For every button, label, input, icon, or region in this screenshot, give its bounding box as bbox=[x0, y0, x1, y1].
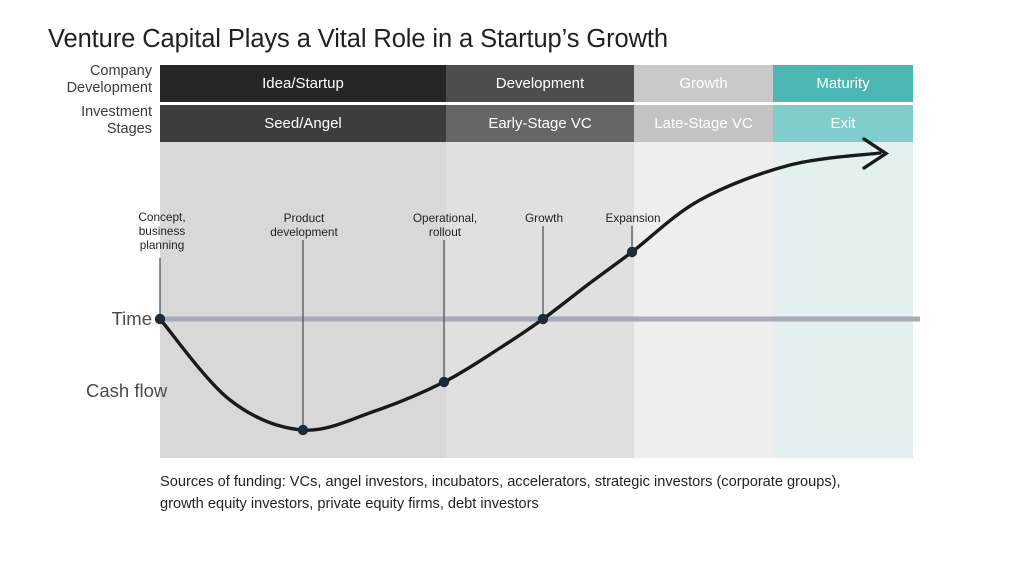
data-point-growth[interactable] bbox=[537, 313, 549, 325]
row-label-investment-stages: Investment Stages bbox=[81, 104, 152, 137]
background-band-1 bbox=[446, 142, 634, 458]
company-stage-cell-label: Development bbox=[495, 75, 585, 92]
curve-arrowhead bbox=[862, 137, 890, 170]
annotation-concept: Concept, business planning bbox=[138, 210, 186, 253]
investment-stage-cell-2[interactable]: Late-Stage VC bbox=[634, 105, 773, 142]
data-point-expansion[interactable] bbox=[626, 246, 638, 258]
data-point-product-development[interactable] bbox=[297, 424, 309, 436]
annotation-expansion: Expansion bbox=[605, 211, 661, 225]
company-stage-cell-label: Maturity bbox=[816, 75, 870, 92]
annotation-operational-rollout: Operational, rollout bbox=[412, 211, 478, 240]
data-point-concept[interactable] bbox=[154, 313, 166, 325]
company-stage-cell-label: Growth bbox=[679, 75, 728, 92]
time-label-container: Time bbox=[0, 0, 160, 573]
company-stage-cell-0[interactable]: Idea/Startup bbox=[160, 65, 446, 102]
cash-flow-curve bbox=[158, 151, 882, 432]
axis-label-cash-flow: Cash flow bbox=[86, 380, 168, 401]
chart-svg bbox=[154, 137, 920, 458]
company-stage-cell-1[interactable]: Development bbox=[446, 65, 634, 102]
investment-stage-cell-0[interactable]: Seed/Angel bbox=[160, 105, 446, 142]
company-stage-cell-2[interactable]: Growth bbox=[634, 65, 773, 102]
investment-stage-cell-1[interactable]: Early-Stage VC bbox=[446, 105, 634, 142]
funding-sources-note: Sources of funding: VCs, angel investors… bbox=[160, 474, 841, 512]
row-label-company-development: Company Development bbox=[66, 63, 152, 96]
investment-stage-cell-label: Seed/Angel bbox=[264, 115, 342, 132]
investment-stage-cell-label: Late-Stage VC bbox=[654, 115, 753, 132]
investment-stage-cell-label: Exit bbox=[830, 115, 856, 132]
company-stage-cell-3[interactable]: Maturity bbox=[773, 65, 913, 102]
chart-plot-area bbox=[154, 137, 920, 458]
company-stage-cell-label: Idea/Startup bbox=[262, 75, 344, 92]
axis-label-time: Time bbox=[111, 308, 152, 329]
investment-stage-cell-label: Early-Stage VC bbox=[488, 115, 592, 132]
page-title: Venture Capital Plays a Vital Role in a … bbox=[48, 25, 668, 53]
investment-stage-cell-3[interactable]: Exit bbox=[773, 105, 913, 142]
background-band-3 bbox=[773, 142, 913, 458]
annotation-growth: Growth bbox=[524, 211, 564, 225]
data-point-operational-rollout[interactable] bbox=[438, 376, 450, 388]
investment-stages-bar-row: Seed/Angel Early-Stage VC Late-Stage VC Exi… bbox=[160, 105, 913, 142]
company-development-bar-row: Idea/Startup Development Growth Maturity bbox=[160, 65, 913, 102]
annotation-product-development: Product development bbox=[270, 211, 338, 240]
background-band-2 bbox=[634, 142, 773, 458]
